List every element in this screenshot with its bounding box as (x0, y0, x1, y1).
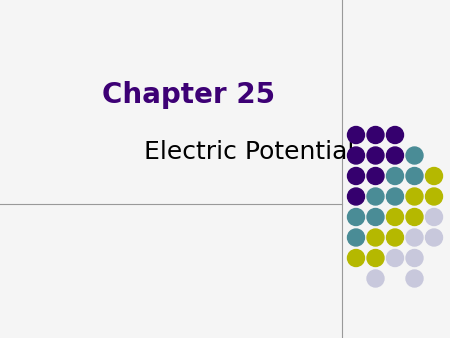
Circle shape (426, 229, 442, 246)
Circle shape (347, 209, 365, 225)
Circle shape (367, 229, 384, 246)
Circle shape (406, 188, 423, 205)
Circle shape (367, 147, 384, 164)
Circle shape (347, 126, 365, 144)
Circle shape (347, 249, 365, 266)
Circle shape (367, 270, 384, 287)
Circle shape (406, 209, 423, 225)
Circle shape (367, 188, 384, 205)
Circle shape (387, 188, 404, 205)
Circle shape (387, 249, 404, 266)
Circle shape (426, 168, 442, 185)
Circle shape (406, 147, 423, 164)
Circle shape (347, 168, 365, 185)
Circle shape (387, 229, 404, 246)
Circle shape (387, 147, 404, 164)
Circle shape (406, 168, 423, 185)
Text: Chapter 25: Chapter 25 (102, 81, 274, 108)
Circle shape (406, 270, 423, 287)
Circle shape (367, 168, 384, 185)
Circle shape (347, 229, 365, 246)
Circle shape (426, 209, 442, 225)
Circle shape (387, 168, 404, 185)
Circle shape (387, 209, 404, 225)
Circle shape (406, 249, 423, 266)
Circle shape (426, 188, 442, 205)
Circle shape (367, 126, 384, 144)
Circle shape (347, 147, 365, 164)
Circle shape (406, 229, 423, 246)
Circle shape (367, 249, 384, 266)
Text: Electric Potential: Electric Potential (144, 140, 354, 164)
Circle shape (387, 126, 404, 144)
Circle shape (367, 209, 384, 225)
Circle shape (347, 188, 365, 205)
